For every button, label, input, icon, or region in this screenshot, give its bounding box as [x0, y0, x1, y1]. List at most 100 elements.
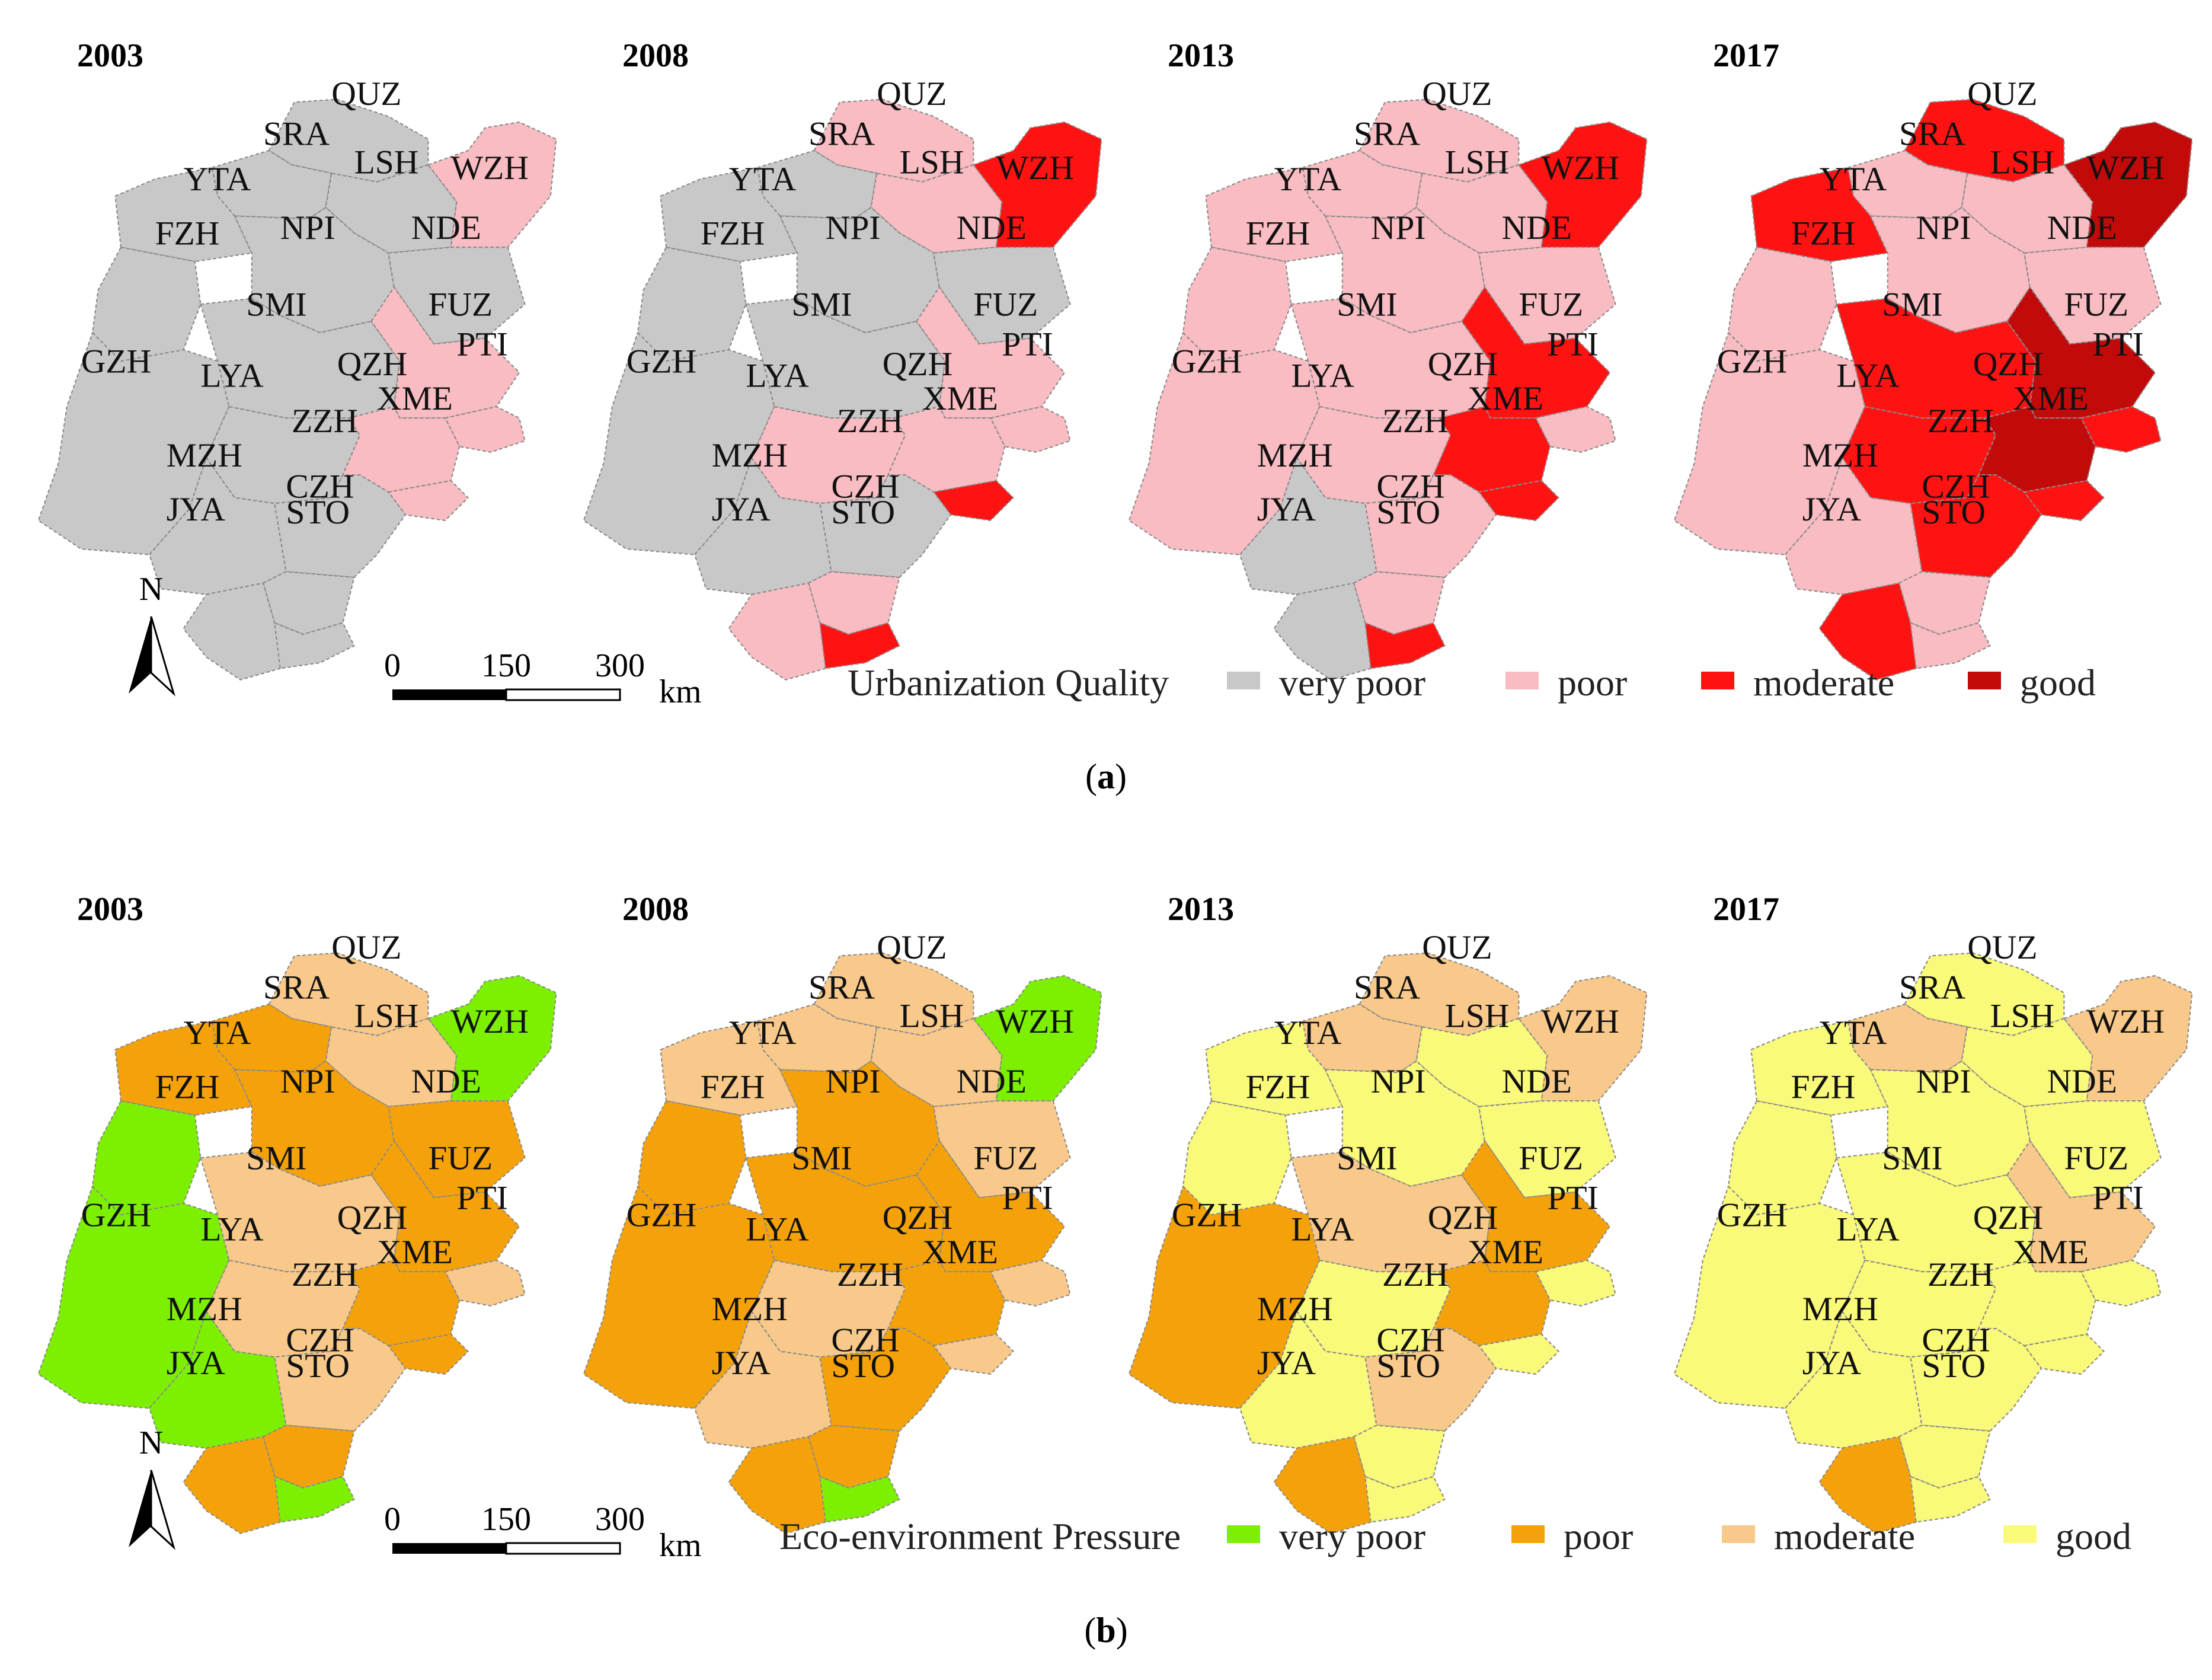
- region-sto[interactable]: [1910, 1475, 1991, 1523]
- region-lsh[interactable]: [1415, 164, 1548, 254]
- region-nde[interactable]: [1478, 247, 1616, 345]
- region-pti[interactable]: [1535, 405, 1616, 453]
- region-gzh[interactable]: [1673, 1186, 1866, 1409]
- region-gzh[interactable]: [1128, 1186, 1321, 1409]
- region-gzh[interactable]: [583, 332, 775, 555]
- region-wzh[interactable]: [2063, 121, 2193, 248]
- region-npi[interactable]: [779, 206, 940, 334]
- region-sto[interactable]: [274, 1475, 355, 1523]
- region-npi[interactable]: [1324, 1060, 1485, 1187]
- region-nde[interactable]: [933, 1100, 1071, 1199]
- region-lsh[interactable]: [325, 1017, 458, 1107]
- region-sto[interactable]: [1364, 1475, 1446, 1523]
- region-nde[interactable]: [2024, 1100, 2162, 1199]
- region-mzh[interactable]: [693, 1311, 832, 1449]
- region-npi[interactable]: [234, 206, 395, 334]
- region-wzh[interactable]: [427, 975, 557, 1102]
- region-npi[interactable]: [234, 1060, 395, 1187]
- region-wzh[interactable]: [973, 975, 1102, 1102]
- region-wzh[interactable]: [1518, 121, 1648, 248]
- region-sto[interactable]: [274, 622, 355, 669]
- region-nde[interactable]: [388, 247, 526, 345]
- region-pti[interactable]: [2080, 1259, 2162, 1307]
- region-mzh[interactable]: [148, 1311, 287, 1449]
- region-quz[interactable]: [1358, 98, 1520, 183]
- region-sto[interactable]: [819, 1475, 900, 1523]
- region-gzh[interactable]: [1128, 332, 1321, 555]
- region-jya[interactable]: [1818, 1436, 1940, 1534]
- region-zzh[interactable]: [1364, 474, 1497, 579]
- region-gzh[interactable]: [583, 1186, 775, 1409]
- region-lsh[interactable]: [325, 164, 458, 254]
- region-quz[interactable]: [268, 952, 429, 1036]
- region-zzh[interactable]: [1364, 1328, 1497, 1432]
- region-fzh[interactable]: [1182, 1100, 1292, 1216]
- region-nde[interactable]: [388, 1100, 526, 1199]
- region-wzh[interactable]: [2063, 975, 2193, 1102]
- region-pti[interactable]: [990, 1259, 1071, 1307]
- region-mzh[interactable]: [693, 457, 832, 595]
- region-sto[interactable]: [1364, 622, 1446, 669]
- region-pti[interactable]: [445, 1259, 526, 1307]
- region-nde[interactable]: [933, 247, 1071, 345]
- region-sto[interactable]: [819, 622, 900, 669]
- region-jya[interactable]: [728, 582, 849, 681]
- region-quz[interactable]: [1358, 952, 1520, 1036]
- region-xme[interactable]: [2024, 1333, 2105, 1375]
- region-wzh[interactable]: [1518, 975, 1648, 1102]
- region-mzh[interactable]: [1784, 457, 1923, 595]
- region-mzh[interactable]: [148, 457, 287, 595]
- region-xme[interactable]: [388, 1333, 469, 1375]
- region-lsh[interactable]: [870, 164, 1003, 254]
- region-pti[interactable]: [1535, 1259, 1616, 1307]
- region-jya[interactable]: [1818, 582, 1940, 681]
- region-fzh[interactable]: [1727, 247, 1837, 362]
- region-xme[interactable]: [1478, 1333, 1559, 1375]
- region-xme[interactable]: [1478, 480, 1559, 522]
- region-quz[interactable]: [813, 952, 974, 1036]
- region-quz[interactable]: [268, 98, 429, 183]
- region-zzh[interactable]: [274, 474, 407, 579]
- region-sto[interactable]: [1910, 622, 1991, 669]
- region-zzh[interactable]: [274, 1328, 407, 1432]
- region-fzh[interactable]: [91, 247, 202, 362]
- region-zzh[interactable]: [819, 474, 952, 579]
- region-lsh[interactable]: [1415, 1017, 1548, 1107]
- region-zzh[interactable]: [819, 1328, 952, 1432]
- region-zzh[interactable]: [1910, 474, 2042, 579]
- region-pti[interactable]: [445, 405, 526, 453]
- region-nde[interactable]: [2024, 247, 2162, 345]
- region-xme[interactable]: [933, 1333, 1014, 1375]
- region-npi[interactable]: [779, 1060, 940, 1187]
- region-xme[interactable]: [2024, 480, 2105, 522]
- region-mzh[interactable]: [1784, 1311, 1923, 1449]
- region-wzh[interactable]: [973, 121, 1102, 248]
- region-fzh[interactable]: [91, 1100, 202, 1216]
- region-lsh[interactable]: [1961, 1017, 2093, 1107]
- region-fzh[interactable]: [1727, 1100, 1837, 1216]
- region-pti[interactable]: [990, 405, 1071, 453]
- region-fzh[interactable]: [1182, 247, 1292, 362]
- region-npi[interactable]: [1869, 206, 2031, 334]
- region-gzh[interactable]: [1673, 332, 1866, 555]
- region-zzh[interactable]: [1910, 1328, 2042, 1432]
- region-mzh[interactable]: [1239, 457, 1377, 595]
- region-quz[interactable]: [1904, 98, 2065, 183]
- region-fzh[interactable]: [637, 247, 747, 362]
- region-mzh[interactable]: [1239, 1311, 1377, 1449]
- region-jya[interactable]: [728, 1436, 849, 1534]
- region-pti[interactable]: [2080, 405, 2162, 453]
- region-jya[interactable]: [1273, 582, 1395, 681]
- region-lsh[interactable]: [1961, 164, 2093, 254]
- region-lsh[interactable]: [870, 1017, 1003, 1107]
- region-npi[interactable]: [1869, 1060, 2031, 1187]
- region-jya[interactable]: [1273, 1436, 1395, 1534]
- region-xme[interactable]: [388, 480, 469, 522]
- region-label-mzh: MZH: [1802, 437, 1878, 474]
- region-wzh[interactable]: [427, 121, 557, 248]
- region-quz[interactable]: [1904, 952, 2065, 1036]
- region-xme[interactable]: [933, 480, 1014, 522]
- region-nde[interactable]: [1478, 1100, 1616, 1199]
- region-npi[interactable]: [1324, 206, 1485, 334]
- region-fzh[interactable]: [637, 1100, 747, 1216]
